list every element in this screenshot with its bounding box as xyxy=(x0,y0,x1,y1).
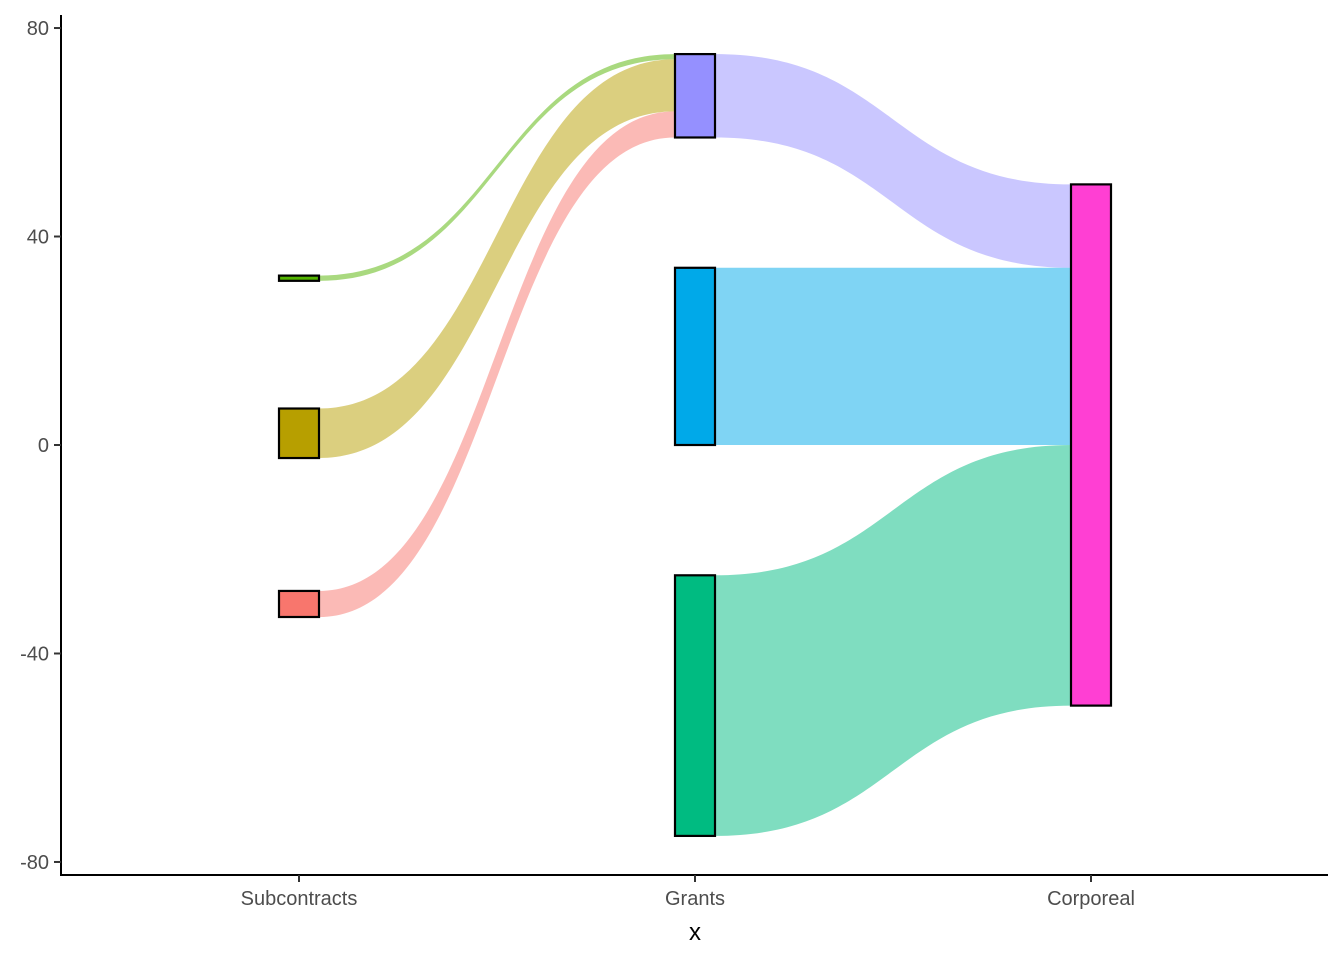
node-grants-blue xyxy=(673,266,717,447)
node-grants-purple xyxy=(673,52,717,139)
y-tick-label: -40 xyxy=(20,643,49,665)
x-ticks: Subcontracts Grants Corporeal xyxy=(241,875,1135,910)
y-tick-label: 0 xyxy=(38,435,49,457)
y-tick-label: 40 xyxy=(27,227,49,249)
x-tick-label: Grants xyxy=(665,888,725,910)
flow-3 xyxy=(715,54,1071,268)
x-tick-label: Corporeal xyxy=(1047,888,1135,910)
x-tick-label: Subcontracts xyxy=(241,888,358,910)
y-tick-label: -80 xyxy=(20,852,49,874)
node-sub-green xyxy=(277,274,321,282)
flow-1 xyxy=(319,59,675,459)
node-sub-olive xyxy=(277,407,321,460)
y-tick-label: 80 xyxy=(27,18,49,40)
flow-4 xyxy=(715,267,1071,445)
node-grants-green xyxy=(673,574,717,838)
flow-0 xyxy=(319,54,675,281)
x-axis-title: x xyxy=(689,919,701,946)
nodes-layer xyxy=(277,52,1113,838)
node-sub-red xyxy=(277,589,321,619)
flow-2 xyxy=(319,111,675,617)
y-ticks: 80 40 0 -40 -80 xyxy=(20,18,61,874)
flow-5 xyxy=(715,445,1071,836)
node-corporeal-pink xyxy=(1069,183,1113,707)
flows-layer xyxy=(319,54,1071,836)
